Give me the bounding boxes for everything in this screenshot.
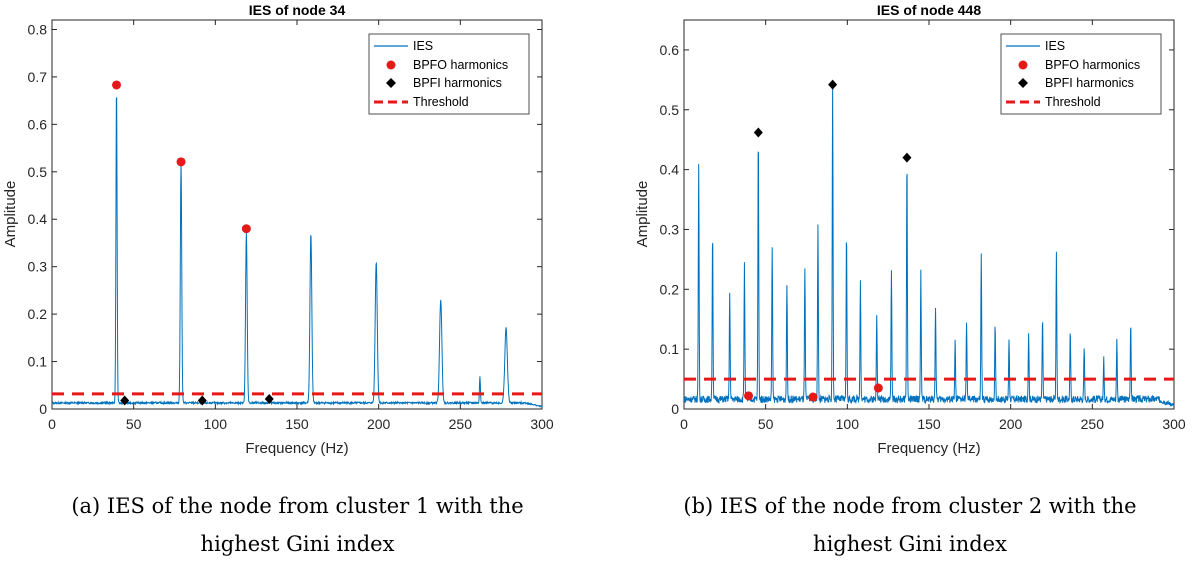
caption-a: (a) IES of the node from cluster 1 with … — [0, 487, 595, 563]
y-tick-label: 0.2 — [660, 281, 680, 297]
legend-bpfo-swatch — [1018, 60, 1028, 70]
y-tick-label: 0.1 — [660, 341, 680, 357]
panel-a-tick-labels: 0 50 100 150 200 250 300 0 0.1 0.2 0.3 0.4 0.5 0.6 0.7… — [28, 21, 554, 432]
legend-bpfi-swatch — [1018, 78, 1028, 88]
bpfo-marker — [873, 383, 883, 393]
panel-b-ies-line — [683, 82, 1175, 408]
panel-b-markers — [744, 79, 912, 402]
panel-b: IES of node 448 0 50 100 150 200 250 300 0 0.1 0.… — [634, 2, 1186, 457]
bpfo-marker — [241, 224, 251, 234]
bpfi-marker — [264, 394, 274, 405]
bpfi-marker — [197, 395, 207, 406]
x-tick-label: 50 — [126, 416, 142, 432]
x-tick-label: 200 — [367, 416, 391, 432]
panel-a-markers — [112, 80, 274, 406]
legend-bpfi-label: BPFI harmonics — [413, 76, 502, 90]
panel-b-xlabel: Frequency (Hz) — [877, 440, 980, 457]
bpfo-marker — [808, 392, 818, 402]
y-tick-label: 0 — [671, 401, 679, 417]
legend-ies-label: IES — [413, 39, 433, 53]
y-tick-label: 0.1 — [28, 354, 48, 370]
y-tick-label: 0.6 — [660, 42, 680, 58]
x-tick-label: 0 — [680, 416, 688, 432]
x-tick-label: 150 — [285, 416, 309, 432]
x-tick-label: 300 — [1162, 416, 1186, 432]
legend-bpfi-label: BPFI harmonics — [1045, 76, 1134, 90]
legend-bpfi-swatch — [386, 78, 396, 88]
y-tick-label: 0.6 — [28, 116, 48, 132]
panel-b-title: IES of node 448 — [877, 2, 981, 18]
y-tick-label: 0 — [39, 401, 47, 417]
panel-b-ylabel: Amplitude — [634, 181, 651, 248]
legend-ies-label: IES — [1045, 39, 1065, 53]
x-tick-label: 150 — [917, 416, 941, 432]
legend-threshold-label: Threshold — [413, 95, 469, 109]
panel-b-tick-labels: 0 50 100 150 200 250 300 0 0.1 0.2 0.3 0.4 0.5 0.6 — [660, 42, 1186, 432]
y-tick-label: 0.7 — [28, 69, 48, 85]
x-tick-label: 100 — [204, 416, 228, 432]
y-tick-label: 0.2 — [28, 306, 48, 322]
bpfi-marker — [120, 395, 130, 406]
x-tick-label: 250 — [1081, 416, 1105, 432]
y-tick-label: 0.3 — [28, 259, 48, 275]
x-tick-label: 200 — [999, 416, 1023, 432]
caption-b-line1: (b) IES of the node from cluster 2 with … — [683, 494, 1137, 518]
y-tick-label: 0.5 — [660, 102, 680, 118]
panel-b-legend: IES BPFO harmonics BPFI harmonics Thresh… — [1000, 33, 1162, 115]
caption-b-line2: highest Gini index — [813, 532, 1007, 556]
legend-bpfo-label: BPFO harmonics — [413, 58, 508, 72]
caption-b: (b) IES of the node from cluster 2 with … — [620, 487, 1200, 563]
panel-a-ies-line — [51, 97, 543, 408]
x-tick-label: 250 — [449, 416, 473, 432]
legend-threshold-label: Threshold — [1045, 95, 1101, 109]
panel-b-ticks — [683, 20, 1175, 410]
figure-canvas: IES of node 34 0 50 100 150 200 250 300 0 0.1 0.2… — [2, 2, 1186, 457]
bpfi-marker — [828, 79, 838, 90]
bpfo-marker — [112, 80, 122, 90]
y-tick-label: 0.4 — [660, 162, 680, 178]
bpfo-marker — [744, 391, 754, 401]
x-tick-label: 300 — [530, 416, 554, 432]
panel-a: IES of node 34 0 50 100 150 200 250 300 0 0.1 0.2… — [2, 2, 554, 457]
bpfi-marker — [753, 127, 763, 138]
bpfo-marker — [176, 157, 186, 167]
panel-a-title: IES of node 34 — [249, 2, 346, 18]
x-tick-label: 0 — [48, 416, 56, 432]
panel-a-ticks — [51, 20, 543, 410]
panel-a-legend: IES BPFO harmonics BPFI harmonics Thresh… — [368, 33, 530, 115]
legend-bpfo-label: BPFO harmonics — [1045, 58, 1140, 72]
panel-a-xlabel: Frequency (Hz) — [245, 440, 348, 457]
legend-bpfo-swatch — [386, 60, 396, 70]
bpfi-marker — [902, 152, 912, 163]
y-tick-label: 0.5 — [28, 164, 48, 180]
y-tick-label: 0.8 — [28, 21, 48, 37]
caption-a-line2: highest Gini index — [200, 532, 395, 556]
y-tick-label: 0.3 — [660, 221, 680, 237]
caption-a-line1: (a) IES of the node from cluster 1 with … — [71, 494, 524, 518]
x-tick-label: 100 — [836, 416, 860, 432]
y-tick-label: 0.4 — [28, 211, 48, 227]
x-tick-label: 50 — [758, 416, 774, 432]
panel-a-ylabel: Amplitude — [2, 181, 19, 248]
